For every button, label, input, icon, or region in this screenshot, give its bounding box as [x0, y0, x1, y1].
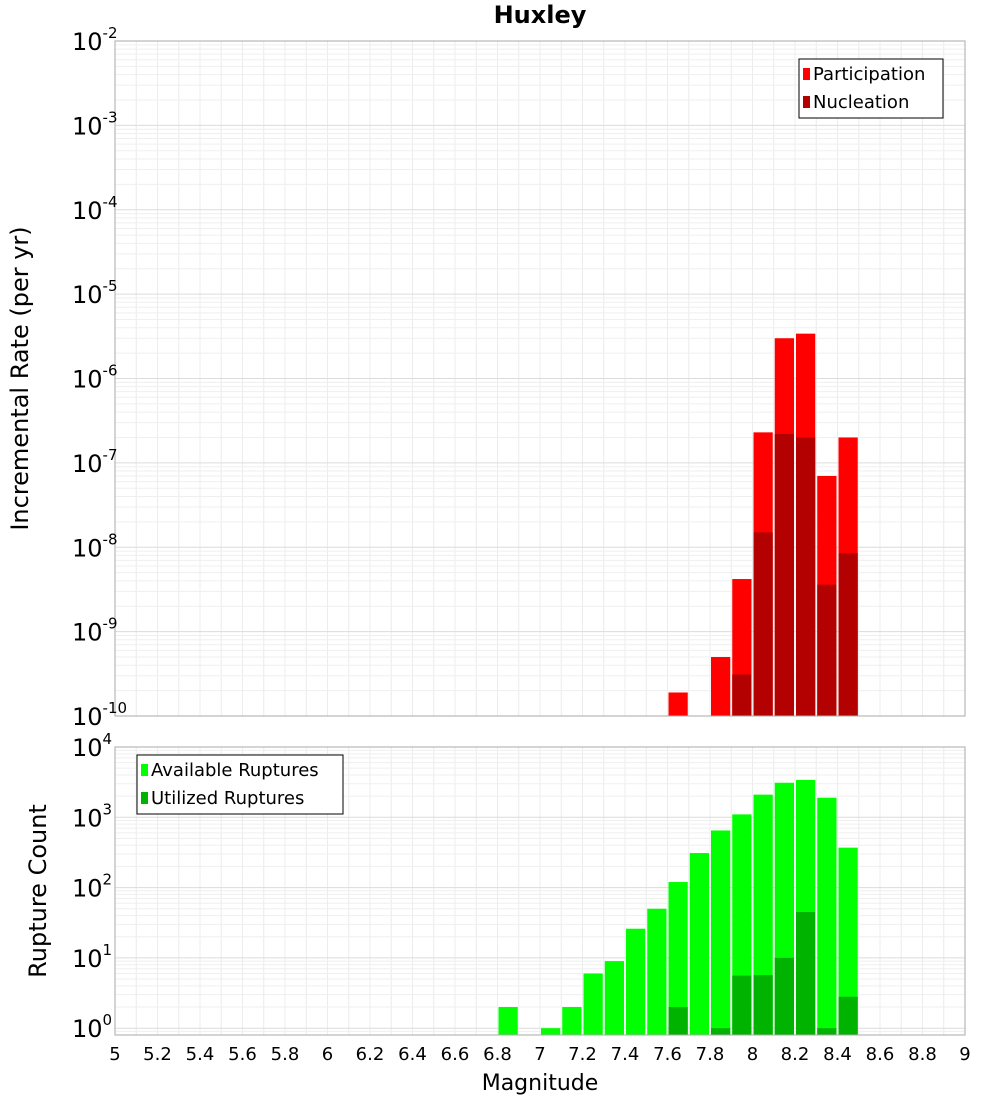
bar-available [626, 928, 646, 1035]
x-tick-label: 6.4 [398, 1044, 427, 1065]
x-tick-label: 6 [322, 1044, 333, 1065]
x-tick-label: 5.4 [186, 1044, 215, 1065]
x-tick-label: 6.6 [441, 1044, 470, 1065]
x-tick-label: 8 [747, 1044, 758, 1065]
legend-swatch [803, 96, 810, 108]
bar-available [668, 882, 688, 1035]
x-tick-label: 5.8 [271, 1044, 300, 1065]
top-panel: 10-2 10-3 10-4 10-5 10-6 10-7 10-8 10-9 10-10 Hux… [6, 1, 966, 731]
bars [498, 779, 858, 1035]
legend: Available Ruptures Utilized Ruptures [136, 754, 344, 815]
y-tick-label: 10-5 [72, 277, 118, 309]
y-tick-label: 104 [72, 730, 112, 762]
x-tick-label: 5.6 [228, 1044, 257, 1065]
bar-utilized [838, 996, 858, 1035]
y-axis-label: Incremental Rate (per yr) [6, 226, 34, 530]
bar-available [583, 973, 603, 1035]
bar-available [817, 797, 837, 1035]
bar-utilized [774, 957, 794, 1035]
x-tick-label: 7 [534, 1044, 545, 1065]
bar-available [541, 1028, 561, 1035]
y-tick-label: 10-7 [72, 446, 118, 478]
bar-available [753, 794, 773, 1035]
bar-available [838, 847, 858, 1035]
x-tick-label: 5 [109, 1044, 120, 1065]
x-tick-label: 7.4 [611, 1044, 640, 1065]
plot-frame [114, 746, 966, 1036]
bar-available [711, 830, 731, 1035]
bar-available [562, 1007, 582, 1035]
bar-available [689, 853, 709, 1035]
x-tick-label: 5.2 [143, 1044, 172, 1065]
y-tick-label: 10-6 [72, 362, 118, 394]
bar-available [498, 1007, 518, 1035]
bars [668, 333, 858, 716]
bar-nucleation [817, 584, 837, 716]
legend-swatch [803, 68, 810, 80]
bar-available [604, 961, 624, 1035]
y-axis-label: Rupture Count [24, 804, 52, 978]
bar-utilized [796, 911, 816, 1035]
y-tick-label: 10-8 [72, 530, 118, 562]
y-tick-label: 10-3 [72, 108, 118, 140]
x-axis-label: Magnitude [482, 1071, 599, 1096]
bar-available [647, 908, 667, 1035]
x-tick-label: 8.8 [908, 1044, 937, 1065]
bar-utilized [753, 975, 773, 1035]
y-tick-label: 10-4 [72, 193, 118, 225]
y-tick-label: 101 [72, 941, 112, 973]
legend: Participation Nucleation [798, 58, 944, 119]
y-tick-label: 10-2 [72, 24, 118, 56]
bar-utilized [732, 975, 752, 1035]
x-tick-label: 8.2 [781, 1044, 810, 1065]
grid [114, 41, 966, 717]
legend-label: Available Ruptures [151, 760, 319, 781]
y-tick-label: 103 [72, 800, 112, 832]
plot-frame [114, 40, 966, 717]
bar-nucleation [753, 532, 773, 716]
x-tick-label: 8.4 [823, 1044, 852, 1065]
chart-title: Huxley [494, 1, 587, 29]
legend-label: Participation [813, 64, 925, 85]
bar-nucleation [838, 553, 858, 716]
x-tick-label: 6.8 [483, 1044, 512, 1065]
x-tick-label: 7.8 [696, 1044, 725, 1065]
bar-utilized [668, 1007, 688, 1035]
legend-box [798, 58, 944, 119]
bar-participation [711, 657, 731, 716]
bar-nucleation [774, 433, 794, 716]
legend-box [136, 754, 344, 815]
y-tick-label: 102 [72, 871, 112, 903]
x-tick-label: 6.2 [356, 1044, 385, 1065]
x-tick-label: 7.6 [653, 1044, 682, 1065]
y-tick-label: 10-9 [72, 615, 118, 647]
y-tick-label: 100 [72, 1011, 112, 1043]
bar-nucleation [796, 437, 816, 716]
legend-label: Nucleation [813, 92, 909, 113]
x-tick-label: 8.6 [866, 1044, 895, 1065]
bar-nucleation [732, 674, 752, 716]
legend-swatch [141, 792, 148, 804]
legend-swatch [141, 764, 148, 776]
bar-utilized [711, 1028, 731, 1035]
legend-label: Utilized Ruptures [151, 788, 304, 809]
x-tick-label: 7.2 [568, 1044, 597, 1065]
bar-utilized [817, 1028, 837, 1035]
bar-participation [668, 692, 688, 716]
x-tick-label: 9 [959, 1044, 970, 1065]
y-tick-label: 10-10 [72, 699, 127, 731]
